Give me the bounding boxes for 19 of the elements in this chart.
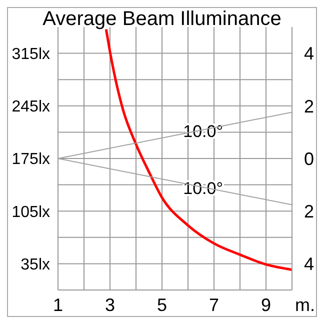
x-tick-label: 1 <box>52 294 64 315</box>
x-tick-label: 9 <box>260 294 272 315</box>
y2-tick-label: 0 <box>304 148 314 169</box>
series-label: 10.0° <box>183 179 224 198</box>
y2-tick-label: 4 <box>304 254 314 274</box>
y-tick-label: 105lx <box>12 204 50 221</box>
y-tick-label: 35lx <box>20 256 50 274</box>
y2-tick-label: 2 <box>304 96 314 116</box>
x-tick-label: 7 <box>208 294 220 315</box>
y-tick-label: 175lx <box>12 151 50 168</box>
x-tick-label: 5 <box>156 294 168 315</box>
x-tick-label: 3 <box>104 294 116 315</box>
x-axis-title: m. <box>295 295 315 315</box>
y-tick-label: 315lx <box>12 46 50 63</box>
y-tick-label: 245lx <box>12 98 50 116</box>
chart-title: Average Beam Illuminance <box>42 8 282 30</box>
y2-tick-label: 2 <box>304 201 314 222</box>
y2-tick-label: 4 <box>304 44 314 64</box>
series-label: 10.0° <box>183 122 224 141</box>
